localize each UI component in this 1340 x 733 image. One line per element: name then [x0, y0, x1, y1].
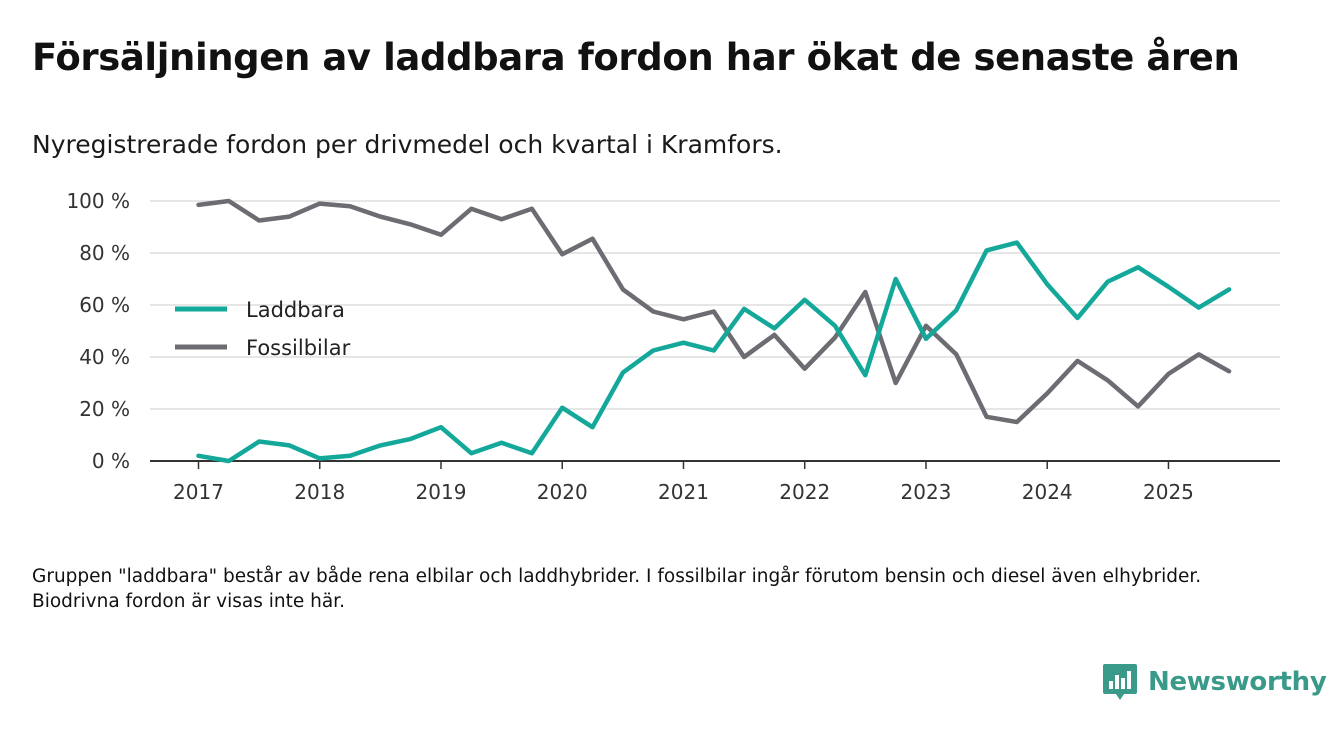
legend-label-laddbara: Laddbara: [246, 298, 345, 322]
series-lines: [196, 198, 1232, 464]
x-axis: 2017 2018 2019 2020 2021 2022 2023 2024 2025: [150, 460, 1280, 504]
legend-label-fossilbilar: Fossilbilar: [246, 336, 351, 360]
newsworthy-brand[interactable]: Newsworthy: [1102, 662, 1327, 702]
x-tick-label: 2020: [537, 480, 588, 504]
x-tick-label: 2025: [1143, 480, 1194, 504]
y-tick-label: 100 %: [66, 189, 130, 213]
y-tick-label: 80 %: [79, 241, 130, 265]
series-line-laddbara: [196, 240, 1232, 464]
x-tick-label: 2017: [173, 480, 224, 504]
y-tick-label: 20 %: [79, 397, 130, 421]
y-tick-label: 60 %: [79, 293, 130, 317]
legend: Laddbara Fossilbilar: [175, 298, 351, 360]
newsworthy-logo-icon: [1103, 664, 1137, 700]
x-tick-label: 2021: [658, 480, 709, 504]
brand-name: Newsworthy: [1148, 667, 1327, 697]
chart-title: Försäljningen av laddbara fordon har öka…: [32, 36, 1240, 79]
x-tick-label: 2023: [901, 480, 952, 504]
x-tick-label: 2019: [416, 480, 467, 504]
series-line-fossilbilar: [196, 198, 1232, 425]
x-tick-label: 2022: [779, 480, 830, 504]
y-axis-ticks: 0 % 20 % 40 % 60 % 80 % 100 %: [66, 189, 130, 473]
y-tick-label: 40 %: [79, 345, 130, 369]
x-tick-label: 2024: [1022, 480, 1073, 504]
x-tick-label: 2018: [294, 480, 345, 504]
chart-footnote: Gruppen "laddbara" består av både rena e…: [32, 566, 1202, 612]
gridlines: [150, 200, 1280, 410]
y-tick-label: 0 %: [92, 449, 130, 473]
chart-subtitle: Nyregistrerade fordon per drivmedel och …: [32, 130, 783, 159]
